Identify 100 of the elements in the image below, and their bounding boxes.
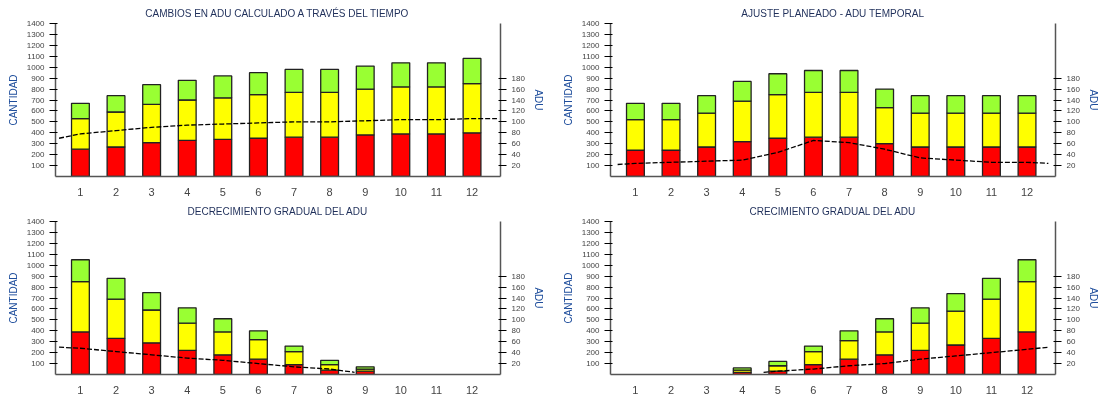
y-tick-label: 600 xyxy=(31,106,46,116)
y2-tick-label: 100 xyxy=(1066,117,1081,127)
y2-tick-label: 160 xyxy=(511,84,526,94)
y-tick-label: 900 xyxy=(31,73,46,83)
x-tick-label: 10 xyxy=(394,185,407,198)
y2-tick-label: 180 xyxy=(511,73,526,83)
y2-tick-label: 140 xyxy=(1066,293,1081,303)
y-tick-label: 400 xyxy=(31,128,46,138)
x-tick-label: 11 xyxy=(985,383,998,396)
y-tick-label: 700 xyxy=(586,95,601,105)
x-tick-label: 9 xyxy=(917,185,924,198)
y-tick-label: 300 xyxy=(586,139,601,149)
x-tick-label: 11 xyxy=(430,185,443,198)
x-tick-label: 4 xyxy=(739,185,746,198)
x-tick-label: 10 xyxy=(394,383,407,396)
x-tick-label: 3 xyxy=(703,383,710,396)
x-tick-label: 9 xyxy=(362,185,369,198)
y2-tick-label: 80 xyxy=(1066,326,1076,336)
x-tick-label: 3 xyxy=(703,185,710,198)
y2-tick-label: 60 xyxy=(511,139,521,149)
y-tick-label: 1000 xyxy=(26,62,46,72)
y-tick-label: 100 xyxy=(586,359,601,369)
y-tick-label: 800 xyxy=(31,84,46,94)
y-tick-label: 1400 xyxy=(26,217,46,226)
y2-tick-label: 120 xyxy=(1066,304,1081,314)
x-tick-label: 11 xyxy=(985,185,998,198)
y-tick-label: 800 xyxy=(586,84,601,94)
y-tick-label: 600 xyxy=(586,106,601,116)
x-tick-label: 4 xyxy=(184,185,191,198)
y2-tick-label: 140 xyxy=(511,293,526,303)
y2-axis-title: ADU xyxy=(1087,287,1099,309)
y-tick-label: 400 xyxy=(31,326,46,336)
y-tick-label: 1200 xyxy=(26,238,46,248)
y-tick-label: 600 xyxy=(586,304,601,314)
y-tick-label: 1100 xyxy=(582,249,601,259)
y-tick-label: 1300 xyxy=(26,227,46,237)
y-tick-label: 900 xyxy=(586,73,601,83)
x-tick-label: 12 xyxy=(1020,185,1034,198)
y2-tick-label: 40 xyxy=(1066,348,1076,358)
y2-axis-title: ADU xyxy=(532,89,544,111)
chart-title: AJUSTE PLANEADO - ADU TEMPORAL xyxy=(741,7,925,19)
y-tick-label: 600 xyxy=(31,304,46,314)
y-tick-label: 300 xyxy=(586,337,601,347)
x-tick-label: 6 xyxy=(810,383,817,396)
y-tick-label: 500 xyxy=(586,315,601,325)
x-tick-label: 7 xyxy=(845,185,853,198)
x-tick-label: 1 xyxy=(632,383,639,396)
y2-tick-label: 120 xyxy=(511,106,526,116)
y2-tick-label: 60 xyxy=(1066,139,1076,149)
x-tick-label: 8 xyxy=(326,383,333,396)
y-tick-label: 800 xyxy=(586,282,601,292)
x-tick-label: 8 xyxy=(326,185,333,198)
y-tick-label: 200 xyxy=(586,348,601,358)
y-tick-label: 1300 xyxy=(581,227,601,237)
x-tick-label: 12 xyxy=(465,185,479,198)
x-tick-label: 2 xyxy=(667,383,675,396)
y-tick-label: 1300 xyxy=(581,29,601,39)
y-tick-label: 1400 xyxy=(581,19,601,28)
y2-tick-label: 120 xyxy=(1066,106,1081,116)
y-tick-label: 300 xyxy=(31,139,46,149)
y2-tick-label: 140 xyxy=(511,95,526,105)
y2-tick-label: 40 xyxy=(511,150,521,160)
y-tick-label: 200 xyxy=(586,150,601,160)
x-tick-label: 5 xyxy=(219,383,226,396)
y-tick-label: 1100 xyxy=(582,51,601,61)
y-tick-label: 200 xyxy=(31,150,46,160)
y2-tick-label: 20 xyxy=(511,359,521,369)
x-tick-label: 7 xyxy=(290,383,298,396)
y2-tick-label: 80 xyxy=(1066,128,1076,138)
x-tick-label: 11 xyxy=(430,383,443,396)
y-tick-label: 100 xyxy=(31,161,46,171)
x-tick-label: 7 xyxy=(845,383,853,396)
y2-tick-label: 20 xyxy=(511,161,521,171)
chart-title: CRECIMIENTO GRADUAL DEL ADU xyxy=(749,205,916,217)
y2-tick-label: 180 xyxy=(511,271,526,281)
x-tick-label: 6 xyxy=(255,185,262,198)
y-tick-label: 1400 xyxy=(26,19,46,28)
y-axis-title: CANTIDAD xyxy=(7,272,19,324)
y2-tick-label: 100 xyxy=(1066,315,1081,325)
y-tick-label: 1200 xyxy=(581,40,601,50)
y2-tick-label: 80 xyxy=(511,128,521,138)
y-axis-title: CANTIDAD xyxy=(562,74,574,126)
x-tick-label: 1 xyxy=(77,185,84,198)
y-tick-label: 800 xyxy=(31,282,46,292)
x-tick-label: 1 xyxy=(77,383,84,396)
y-tick-label: 500 xyxy=(31,315,46,325)
y2-tick-label: 100 xyxy=(511,117,526,127)
y2-tick-label: 120 xyxy=(511,304,526,314)
y-tick-label: 1400 xyxy=(581,217,601,226)
y2-tick-label: 60 xyxy=(511,337,521,347)
x-tick-label: 8 xyxy=(881,383,888,396)
y2-tick-label: 40 xyxy=(1066,150,1076,160)
x-tick-label: 2 xyxy=(112,185,120,198)
y-tick-label: 1200 xyxy=(581,238,601,248)
x-tick-label: 5 xyxy=(219,185,226,198)
y2-tick-label: 180 xyxy=(1066,271,1081,281)
chart-title: CAMBIOS EN ADU CALCULADO A TRAVÉS DEL TIEMPO xyxy=(145,6,409,19)
y-tick-label: 100 xyxy=(31,359,46,369)
x-tick-label: 9 xyxy=(917,383,924,396)
chart-title: DECRECIMIENTO GRADUAL DEL ADU xyxy=(187,205,368,217)
